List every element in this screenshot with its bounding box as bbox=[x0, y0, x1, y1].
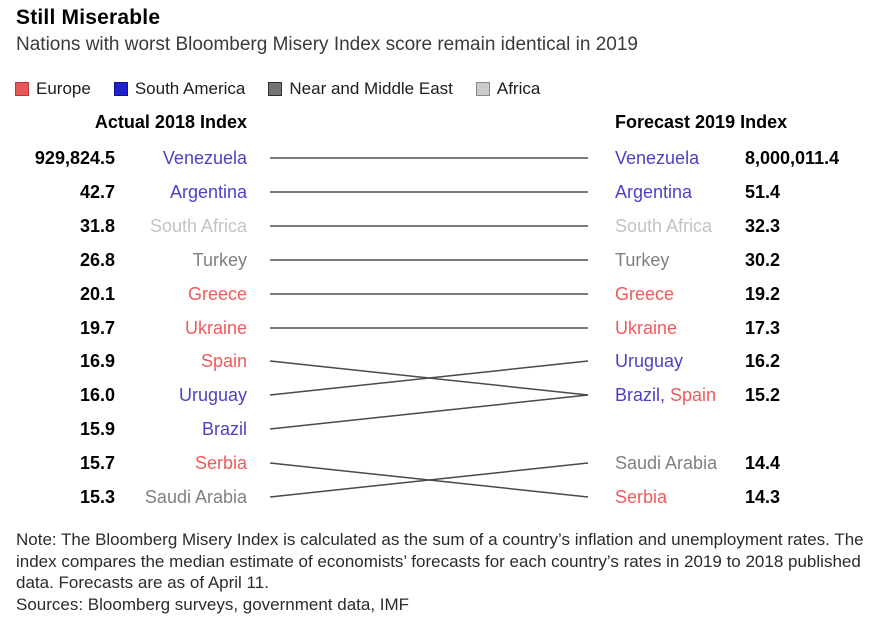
legend-swatch-icon bbox=[113, 82, 128, 96]
country-label-part: Greece bbox=[615, 284, 675, 304]
country-label: Argentina bbox=[615, 180, 742, 204]
country-label: Spain bbox=[200, 351, 247, 371]
country-label: Ukraine bbox=[184, 318, 247, 338]
actual-2018-value: 19.7 bbox=[79, 318, 115, 338]
left-row-ukraine: 19.7 Ukraine bbox=[0, 316, 247, 340]
slope-line bbox=[269, 360, 589, 396]
country-label: Venezuela bbox=[162, 148, 247, 168]
right-row-turkey: Turkey 30.2 bbox=[615, 248, 880, 272]
legend-swatch-icon bbox=[475, 82, 490, 96]
country-label-part: Saudi Arabia bbox=[615, 453, 718, 473]
country-label: Brazil bbox=[201, 419, 247, 439]
actual-2018-value: 929,824.5 bbox=[34, 148, 115, 168]
country-label-part: Spain bbox=[665, 385, 717, 405]
left-row-uruguay: 16.0 Uruguay bbox=[0, 383, 247, 407]
note-text: Note: The Bloomberg Misery Index is calc… bbox=[16, 530, 864, 593]
legend-label: Europe bbox=[36, 79, 91, 98]
legend: Europe South America Near and Middle East A… bbox=[15, 79, 540, 99]
slope-line bbox=[269, 360, 589, 396]
left-row-greece: 20.1 Greece bbox=[0, 282, 247, 306]
legend-item-south-america: South America bbox=[113, 79, 246, 99]
actual-2018-value: 20.1 bbox=[79, 284, 115, 304]
country-label: Ukraine bbox=[615, 316, 742, 340]
right-row-south-africa: South Africa 32.3 bbox=[615, 214, 880, 238]
country-label: Turkey bbox=[192, 250, 247, 270]
legend-swatch-icon bbox=[15, 82, 29, 96]
chart-subtitle: Nations with worst Bloomberg Misery Inde… bbox=[16, 34, 638, 55]
right-row-uruguay: Uruguay 16.2 bbox=[615, 349, 880, 373]
country-label: Uruguay bbox=[178, 385, 247, 405]
country-label: Serbia bbox=[194, 453, 247, 473]
left-row-venezuela: 929,824.5 Venezuela bbox=[0, 146, 247, 170]
actual-2018-value: 15.9 bbox=[79, 419, 115, 439]
forecast-2019-value: 16.2 bbox=[745, 351, 781, 371]
country-label: Venezuela bbox=[615, 146, 742, 170]
page-title: Still Miserable bbox=[16, 6, 161, 29]
legend-label: Africa bbox=[496, 79, 541, 98]
country-label-part: South Africa bbox=[615, 216, 713, 236]
forecast-2019-value: 17.3 bbox=[745, 318, 781, 338]
country-label: Serbia bbox=[615, 485, 742, 509]
country-label-part: Venezuela bbox=[615, 148, 700, 168]
country-label-part: Argentina bbox=[615, 182, 693, 202]
right-row-brazil-spain: Brazil, Spain 15.2 bbox=[615, 383, 880, 407]
actual-2018-value: 31.8 bbox=[79, 216, 115, 236]
country-label-part: Brazil, bbox=[615, 385, 666, 405]
forecast-2019-value: 8,000,011.4 bbox=[745, 148, 840, 168]
footer-notes: Note: The Bloomberg Misery Index is calc… bbox=[16, 529, 869, 615]
forecast-2019-value: 14.4 bbox=[745, 453, 781, 473]
forecast-2019-value: 19.2 bbox=[745, 284, 781, 304]
country-label-part: Ukraine bbox=[615, 318, 678, 338]
country-label-part: Turkey bbox=[615, 250, 670, 270]
actual-2018-value: 26.8 bbox=[79, 250, 115, 270]
actual-2018-value: 42.7 bbox=[79, 182, 115, 202]
legend-item-near-and-middle-east: Near and Middle East bbox=[268, 79, 453, 99]
column-header-actual-2018: Actual 2018 Index bbox=[94, 112, 247, 132]
slope-line bbox=[269, 394, 589, 430]
left-row-serbia: 15.7 Serbia bbox=[0, 451, 247, 475]
legend-swatch-icon bbox=[268, 82, 283, 96]
legend-label: South America bbox=[134, 79, 246, 98]
left-row-south-africa: 31.8 South Africa bbox=[0, 214, 247, 238]
right-row-argentina: Argentina 51.4 bbox=[615, 180, 880, 204]
country-label: Greece bbox=[615, 282, 742, 306]
right-row-ukraine: Ukraine 17.3 bbox=[615, 316, 880, 340]
actual-2018-value: 15.3 bbox=[79, 487, 115, 507]
slope-line bbox=[269, 462, 589, 498]
legend-item-europe: Europe bbox=[15, 79, 91, 99]
right-row-venezuela: Venezuela 8,000,011.4 bbox=[615, 146, 880, 170]
slope-line bbox=[269, 462, 589, 498]
country-label: Argentina bbox=[169, 182, 247, 202]
actual-2018-value: 16.9 bbox=[79, 351, 115, 371]
country-label-part: Uruguay bbox=[615, 351, 684, 371]
column-header-forecast-2019: Forecast 2019 Index bbox=[615, 112, 788, 132]
forecast-2019-value: 30.2 bbox=[745, 250, 781, 270]
actual-2018-value: 16.0 bbox=[79, 385, 115, 405]
country-label: Turkey bbox=[615, 248, 742, 272]
country-label: Saudi Arabia bbox=[144, 487, 247, 507]
left-row-spain: 16.9 Spain bbox=[0, 349, 247, 373]
left-row-saudi-arabia: 15.3 Saudi Arabia bbox=[0, 485, 247, 509]
right-row-greece: Greece 19.2 bbox=[615, 282, 880, 306]
actual-2018-value: 15.7 bbox=[79, 453, 115, 473]
left-row-brazil: 15.9 Brazil bbox=[0, 417, 247, 441]
right-row-serbia: Serbia 14.3 bbox=[615, 485, 880, 509]
sources-text: Sources: Bloomberg surveys, government d… bbox=[16, 594, 410, 614]
country-label-part: Serbia bbox=[615, 487, 668, 507]
country-label: Greece bbox=[187, 284, 247, 304]
legend-item-africa: Africa bbox=[475, 79, 541, 99]
country-label: South Africa bbox=[149, 216, 247, 236]
forecast-2019-value: 51.4 bbox=[745, 182, 781, 202]
country-label: Brazil, Spain bbox=[615, 383, 742, 407]
country-label: Uruguay bbox=[615, 349, 742, 373]
forecast-2019-value: 14.3 bbox=[745, 487, 781, 507]
country-label: South Africa bbox=[615, 214, 742, 238]
forecast-2019-value: 15.2 bbox=[745, 385, 781, 405]
forecast-2019-value: 32.3 bbox=[745, 216, 781, 236]
left-row-argentina: 42.7 Argentina bbox=[0, 180, 247, 204]
right-row-saudi-arabia: Saudi Arabia 14.4 bbox=[615, 451, 880, 475]
left-row-turkey: 26.8 Turkey bbox=[0, 248, 247, 272]
country-label: Saudi Arabia bbox=[615, 451, 742, 475]
legend-label: Near and Middle East bbox=[289, 79, 453, 98]
